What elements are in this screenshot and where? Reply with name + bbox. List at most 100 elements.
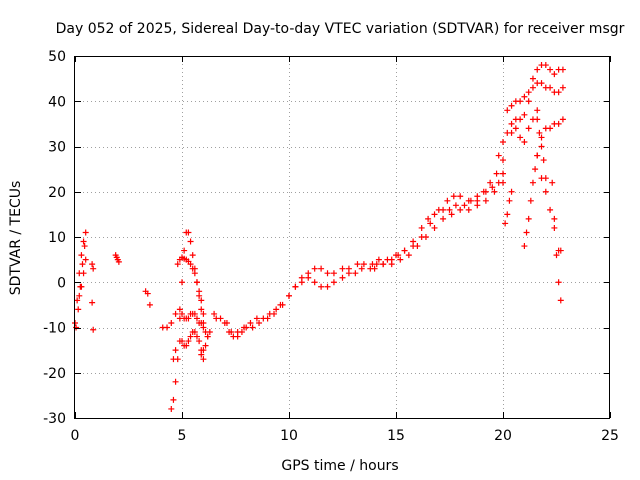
data-point [555, 279, 562, 286]
data-point [73, 324, 80, 331]
data-point [457, 206, 464, 213]
data-point [465, 197, 472, 204]
data-point [559, 116, 566, 123]
data-point [534, 66, 541, 73]
data-point [549, 179, 556, 186]
data-point [305, 270, 312, 277]
data-point [253, 315, 260, 322]
data-point [495, 152, 502, 159]
series-sat-t [521, 152, 541, 250]
data-point [292, 283, 299, 290]
axis-ticks [75, 56, 611, 419]
data-point [168, 405, 175, 412]
data-point [168, 319, 175, 326]
data-point [189, 252, 196, 259]
data-point [474, 193, 481, 200]
data-point [529, 84, 536, 91]
data-point [551, 71, 558, 78]
data-point [339, 274, 346, 281]
data-point [191, 329, 198, 336]
data-point [260, 315, 267, 322]
y-axis-label: SDTVAR / TECUs [8, 181, 24, 296]
data-point [487, 179, 494, 186]
data-point [388, 261, 395, 268]
data-point [80, 270, 87, 277]
data-point [360, 261, 367, 268]
data-point [534, 107, 541, 114]
data-point [557, 297, 564, 304]
data-point [352, 270, 359, 277]
data-point [200, 310, 207, 317]
data-point [521, 111, 528, 118]
series-sat-h [168, 229, 207, 412]
data-point [176, 315, 183, 322]
series-sat-r [508, 107, 541, 145]
data-point [465, 206, 472, 213]
y-tick-labels: -30 -20 -10 0 10 20 30 40 50 [43, 49, 66, 427]
data-point [172, 378, 179, 385]
y-tick-label: -30 [43, 411, 66, 427]
data-point [418, 224, 425, 231]
data-point [431, 224, 438, 231]
data-point [542, 62, 549, 69]
data-point [82, 229, 89, 236]
data-point [427, 220, 434, 227]
data-point [183, 342, 190, 349]
data-point [187, 261, 194, 268]
data-point [187, 333, 194, 340]
data-point [517, 116, 524, 123]
data-point [179, 279, 185, 286]
data-point [81, 243, 88, 250]
data-point [435, 206, 442, 213]
y-tick-label: 0 [57, 275, 66, 291]
data-point [324, 283, 331, 290]
data-point [508, 188, 515, 195]
y-tick-label: 20 [48, 185, 66, 201]
data-points [72, 62, 566, 412]
data-point [234, 329, 241, 336]
data-point [529, 75, 536, 82]
data-point [553, 252, 560, 259]
data-point [502, 220, 509, 227]
data-point [223, 319, 230, 326]
data-point [279, 301, 286, 308]
data-point [538, 175, 545, 182]
data-point [448, 211, 455, 218]
series-sat-f [142, 288, 153, 308]
data-point [80, 238, 87, 245]
data-point [551, 224, 558, 231]
x-tick-label: 10 [280, 428, 298, 444]
data-point [339, 265, 346, 272]
data-point [181, 247, 188, 254]
data-point [172, 347, 179, 354]
data-point [176, 306, 183, 313]
data-point [517, 98, 524, 105]
data-point [286, 292, 292, 299]
data-point [551, 215, 558, 222]
data-point [525, 89, 532, 96]
data-point [76, 292, 83, 299]
series-sat-v [534, 116, 549, 182]
data-point [557, 247, 564, 254]
data-point [461, 202, 468, 209]
series-sat-x [549, 179, 564, 304]
data-point [534, 116, 541, 123]
data-point [500, 157, 506, 164]
data-point [525, 98, 532, 105]
data-point [324, 270, 331, 277]
data-point [521, 243, 528, 250]
data-point [504, 211, 511, 218]
data-point [74, 297, 81, 304]
data-point [532, 166, 539, 173]
series-sat-u [534, 116, 566, 159]
data-point [170, 356, 177, 363]
data-point [318, 265, 325, 272]
x-tick-label: 25 [601, 428, 619, 444]
data-point [559, 84, 566, 91]
data-point [538, 143, 545, 150]
x-tick-label: 0 [71, 428, 80, 444]
data-point [474, 202, 481, 209]
data-point [397, 256, 404, 263]
data-point [187, 238, 194, 245]
y-tick-label: -10 [43, 321, 66, 337]
